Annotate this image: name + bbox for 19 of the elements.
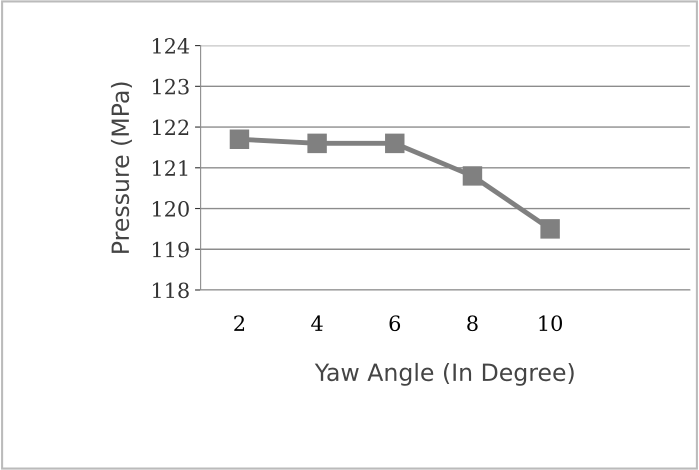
point [540,219,560,239]
point [230,130,250,149]
point [307,134,327,154]
point [385,134,404,154]
x-tick-label: 4 [311,315,323,331]
y-tick-label: 120 [152,200,189,217]
y-tick-label: 118 [152,282,189,298]
y-tick-label: 124 [152,38,190,54]
y-tick-label: 122 [152,120,188,135]
y-axis-title: Pressure (MPa) [110,82,132,253]
x-tick-label: 10 [539,315,562,332]
point [462,166,482,186]
x-axis-title: Yaw Angle (In Degree) [314,362,574,386]
y-tick-label: 123 [152,78,189,95]
x-tick-label: 6 [390,315,400,332]
x-tick-label: 2 [234,315,244,331]
y-tick-label: 121 [152,160,188,176]
y-tick-label: 119 [152,242,189,258]
x-tick-label: 8 [467,315,478,332]
